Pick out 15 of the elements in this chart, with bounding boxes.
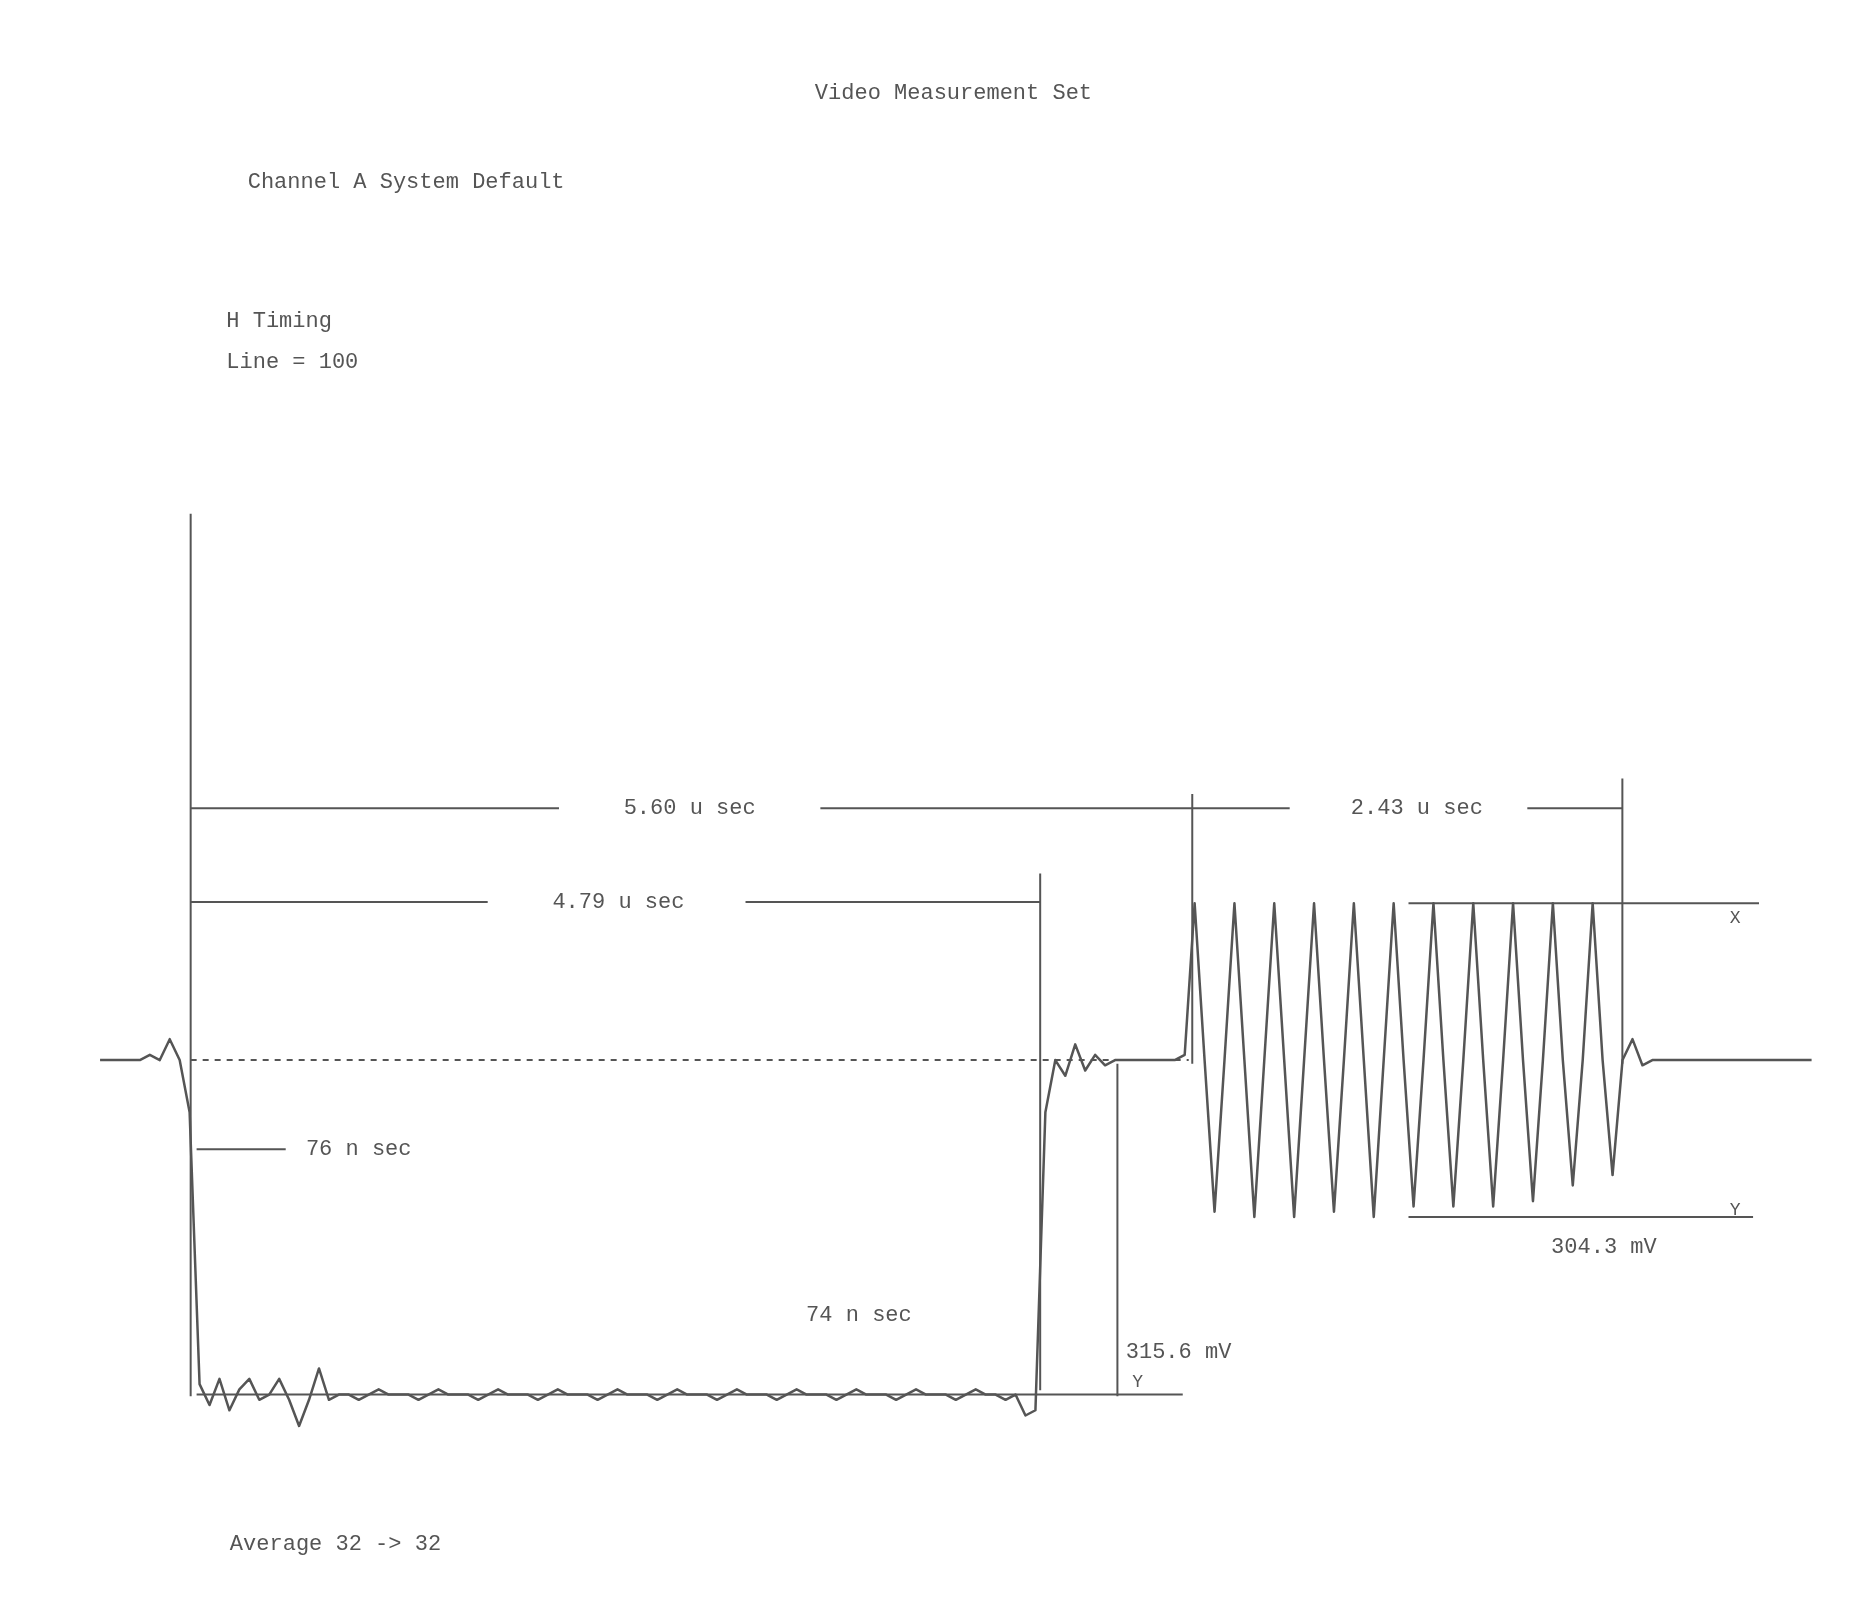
text: H Timing [226, 308, 332, 334]
ref-line-label: Y [1729, 1199, 1741, 1220]
chart-title: Video Measurement Set [814, 80, 1093, 106]
annotation: 4.79 u sec [552, 889, 685, 915]
text: Line = 100 [226, 350, 359, 376]
ref-line-label: X [1729, 907, 1741, 928]
ref-line-label: Y [1132, 1371, 1144, 1392]
annotation: 315.6 mV [1125, 1339, 1233, 1365]
annotation: 74 n sec [806, 1302, 912, 1328]
text: Channel A System Default [247, 169, 565, 195]
text: 2.43 u sec [1350, 795, 1483, 821]
text: Average 32 -> 32 [229, 1532, 442, 1558]
text: 5.60 u sec [623, 795, 756, 821]
annotation: 304.3 mV [1551, 1235, 1658, 1261]
annotation: 76 n sec [305, 1136, 412, 1162]
